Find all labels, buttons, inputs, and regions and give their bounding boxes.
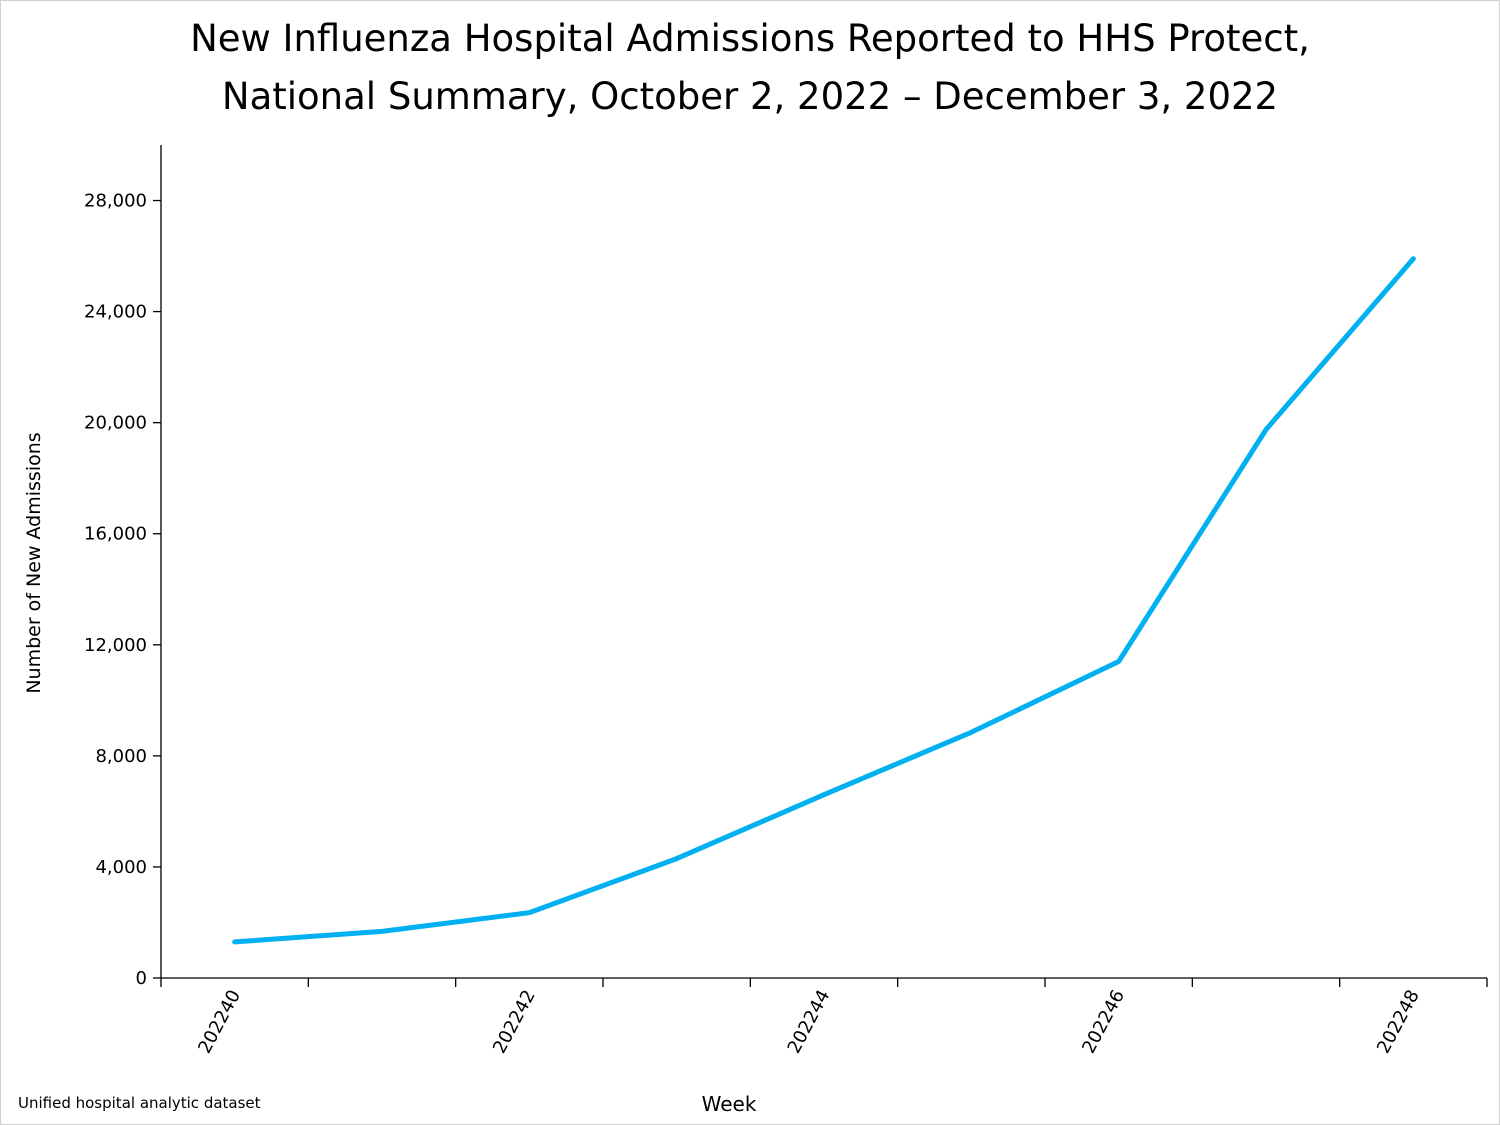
y-tick-label: 12,000	[84, 635, 147, 656]
chart-title-line-1: New Influenza Hospital Admissions Report…	[190, 17, 1310, 60]
chart-title: New Influenza Hospital Admissions Report…	[0, 10, 1500, 126]
x-tick-label: 202246	[1078, 986, 1129, 1057]
series-layer	[232, 256, 1416, 945]
y-tick-label: 0	[136, 968, 147, 989]
x-axis-label: Week	[701, 1092, 757, 1116]
x-tick-label: 202244	[784, 986, 835, 1057]
y-tick-label: 16,000	[84, 524, 147, 545]
y-axis: 0 4,000 8,000 12,000 16,000 20,000 24,000 28,00…	[84, 145, 162, 989]
series-line	[232, 256, 1416, 945]
y-tick-label: 24,000	[84, 302, 147, 323]
y-tick-label: 4,000	[95, 857, 147, 878]
y-tick-label: 28,000	[84, 191, 147, 212]
y-axis-label: Number of New Admissions	[23, 432, 45, 694]
x-tick-label: 202248	[1373, 986, 1424, 1057]
source-note: Unified hospital analytic dataset	[18, 1094, 261, 1112]
y-tick-label: 8,000	[95, 746, 147, 767]
x-tick-label: 202242	[489, 986, 540, 1057]
x-axis: 202240 202242 202244 202246 202248	[160, 977, 1488, 1057]
chart-title-line-2: National Summary, October 2, 2022 – Dece…	[221, 75, 1279, 118]
y-tick-label: 20,000	[84, 413, 147, 434]
x-tick-label: 202240	[194, 986, 245, 1057]
